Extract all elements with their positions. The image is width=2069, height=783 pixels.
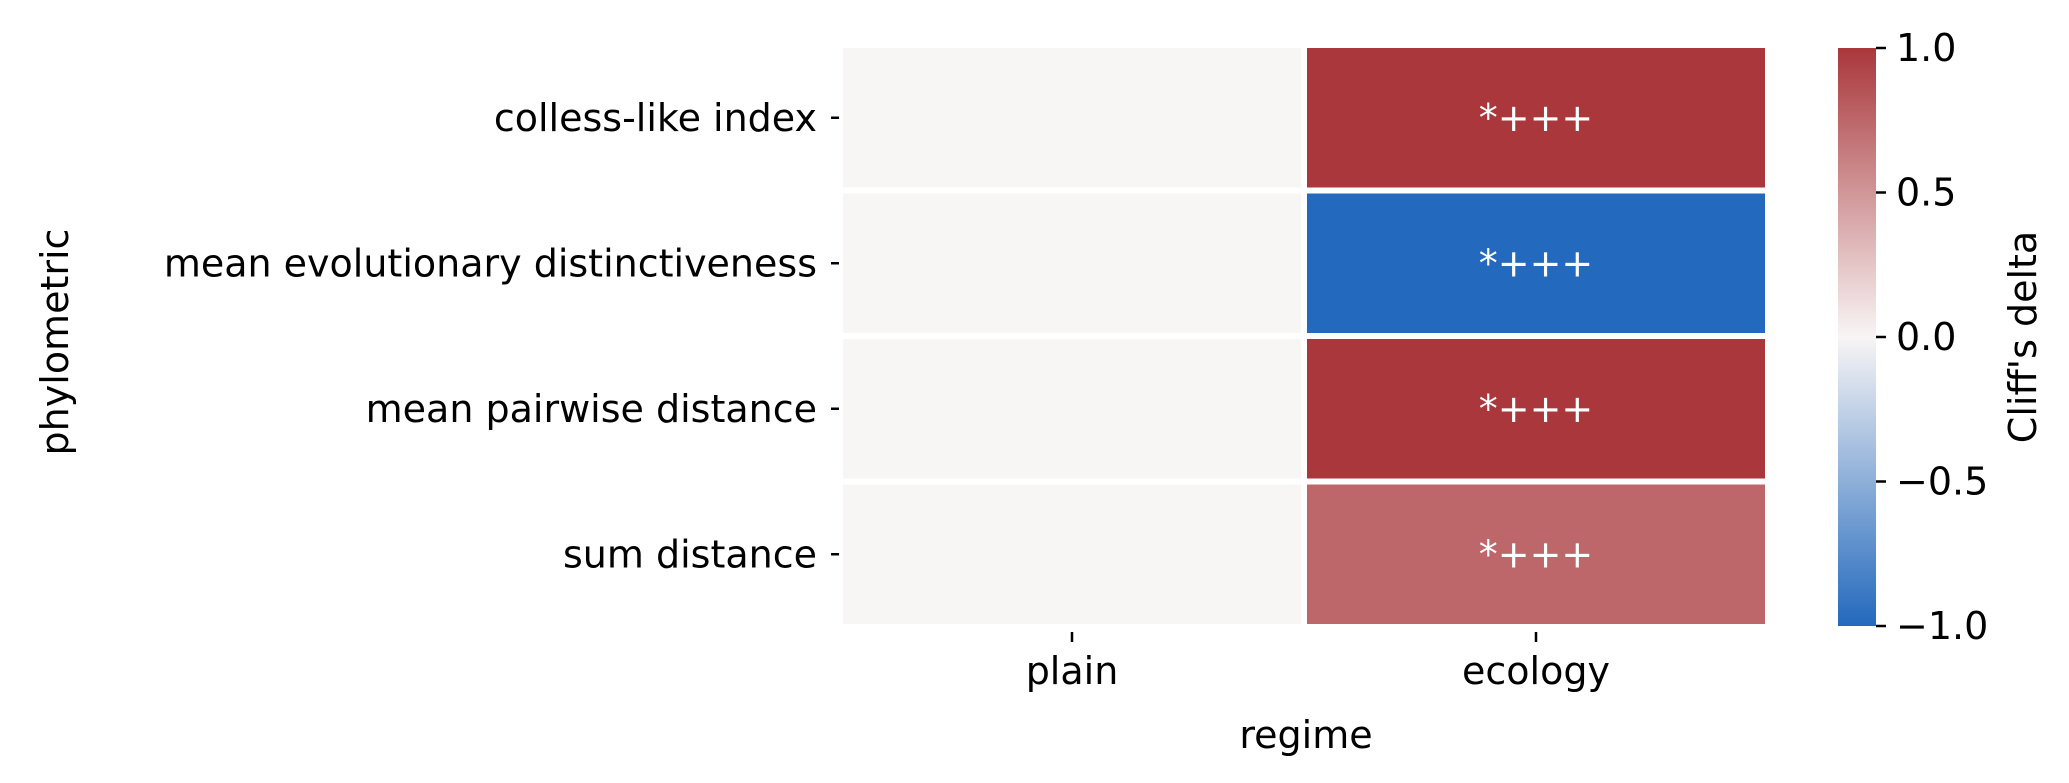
heatmap-cell: [843, 193, 1301, 333]
heatmap-cell: [1307, 339, 1765, 479]
y-tick-label: mean evolutionary distinctiveness: [164, 241, 817, 285]
y-tick-label: colless-like index: [494, 96, 817, 140]
heatmap-cell: [843, 339, 1301, 479]
colorbar-ticks: 1.0 0.5 0.0 −0.5 −1.0: [1876, 26, 1988, 648]
heatmap-cells: *+++ *+++ *+++ *+++: [843, 48, 1765, 624]
heatmap-cell: [843, 484, 1301, 624]
cell-annotation: *+++: [1479, 241, 1594, 285]
x-tick-label: plain: [1026, 649, 1119, 693]
colorbar-tick-label: 0.5: [1896, 171, 1956, 215]
heatmap-cell: [1307, 484, 1765, 624]
x-tick-label: ecology: [1462, 649, 1610, 693]
heatmap-cell: [1307, 48, 1765, 188]
cell-annotation: *+++: [1479, 387, 1594, 431]
cell-annotation: *+++: [1479, 532, 1594, 576]
y-tick-label: mean pairwise distance: [366, 387, 817, 431]
y-axis-label: phylometric: [33, 229, 77, 456]
x-axis-ticks: plain ecology: [1026, 632, 1610, 693]
colorbar-tick-label: 1.0: [1896, 26, 1956, 70]
colorbar-tick-label: −1.0: [1896, 604, 1988, 648]
x-axis-label: regime: [1239, 713, 1372, 757]
colorbar-tick-label: 0.0: [1896, 315, 1956, 359]
colorbar-tick-label: −0.5: [1896, 460, 1988, 504]
colorbar: [1838, 48, 1876, 626]
heatmap-cell: [1307, 193, 1765, 333]
heatmap-cell: [843, 48, 1301, 188]
colorbar-label: Cliff's delta: [2001, 231, 2045, 443]
y-tick-label: sum distance: [563, 532, 817, 576]
y-axis-ticks: colless-like index mean evolutionary dist…: [164, 96, 839, 576]
cell-annotation: *+++: [1479, 96, 1594, 140]
